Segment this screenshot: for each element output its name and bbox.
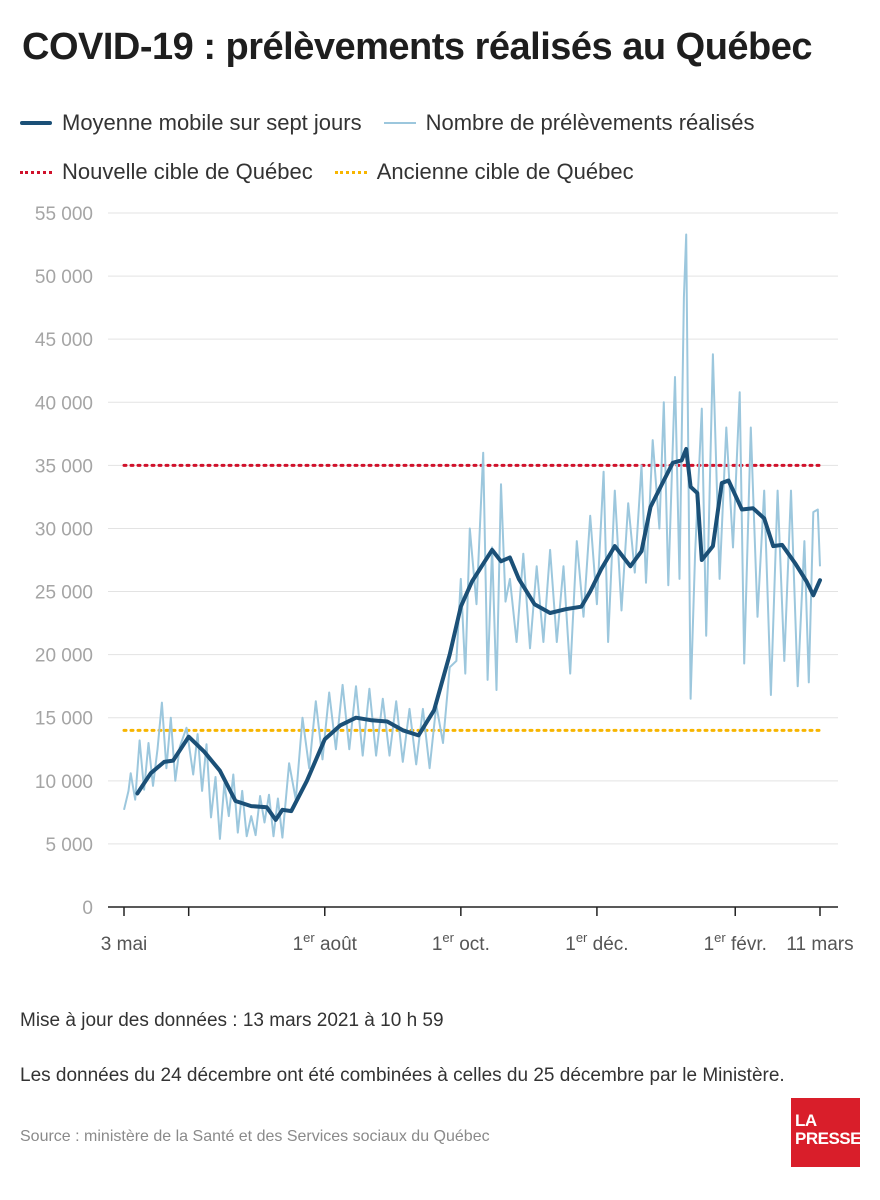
legend-swatch-old-target — [334, 170, 367, 174]
y-axis-labels: 0 5 000 10 000 15 000 20 000 25 000 30 000 35 0… — [35, 204, 93, 919]
x-tick-label-3: 1er oct. — [432, 930, 490, 955]
x-tick-label-4: 1er déc. — [565, 930, 628, 955]
legend-swatch-new-target — [20, 170, 52, 174]
y-tick-label-35000: 35 000 — [35, 456, 93, 477]
grid-lines — [108, 212, 838, 845]
legend-label-new-target: Nouvelle cible de Québec — [62, 159, 313, 184]
target-lines — [122, 463, 822, 732]
line-chart: 0 5 000 10 000 15 000 20 000 25 000 30 000 35 0… — [35, 204, 854, 955]
y-tick-label-10000: 10 000 — [35, 772, 93, 793]
la-presse-logo: LA PRESSE — [791, 1098, 861, 1167]
logo-line-2: PRESSE — [795, 1129, 861, 1148]
source-note: Source : ministère de la Santé et des Se… — [20, 1128, 490, 1145]
logo-line-1: LA — [795, 1111, 817, 1130]
y-tick-label-0: 0 — [82, 898, 93, 919]
series-line-moving-average — [135, 447, 822, 822]
x-tick-label-6: 11 mars — [786, 934, 853, 955]
legend-row-2: Nouvelle cible de Québec Ancienne cible … — [20, 159, 656, 185]
legend-label-daily-tests: Nombre de prélèvements réalisés — [425, 110, 755, 135]
legend-swatch-moving-average — [20, 121, 52, 125]
legend-item-old-target: Ancienne cible de Québec — [334, 159, 634, 185]
x-tick-label-0: 3 mai — [101, 934, 147, 955]
y-tick-label-55000: 55 000 — [35, 204, 93, 225]
y-tick-label-45000: 45 000 — [35, 330, 93, 351]
legend-row-1: Moyenne mobile sur sept jours Nombre de … — [20, 110, 777, 136]
legend-label-moving-average: Moyenne mobile sur sept jours — [62, 110, 362, 135]
legend-item-daily-tests: Nombre de prélèvements réalisés — [383, 110, 755, 136]
y-tick-label-25000: 25 000 — [35, 583, 93, 604]
legend-item-new-target: Nouvelle cible de Québec — [20, 159, 313, 185]
y-tick-label-5000: 5 000 — [45, 835, 93, 856]
y-tick-label-20000: 20 000 — [35, 646, 93, 667]
y-tick-label-30000: 30 000 — [35, 519, 93, 540]
y-tick-label-15000: 15 000 — [35, 709, 93, 730]
legend-label-old-target: Ancienne cible de Québec — [376, 159, 634, 184]
legend-swatch-daily-tests — [383, 122, 416, 124]
combined-data-note: Les données du 24 décembre ont été combi… — [20, 1065, 785, 1086]
x-axis: 3 mai 1er août 1er oct. 1er déc. 1er févr. 11… — [101, 906, 854, 955]
y-tick-label-40000: 40 000 — [35, 393, 93, 414]
chart-title: COVID-19 : prélèvements réalisés au Québ… — [22, 26, 813, 68]
series-lines — [123, 233, 822, 840]
x-tick-label-5: 1er févr. — [704, 930, 767, 955]
legend-item-moving-average: Moyenne mobile sur sept jours — [20, 110, 362, 136]
x-tick-label-2: 1er août — [293, 930, 358, 955]
y-tick-label-50000: 50 000 — [35, 267, 93, 288]
update-note: Mise à jour des données : 13 mars 2021 à… — [20, 1010, 444, 1031]
